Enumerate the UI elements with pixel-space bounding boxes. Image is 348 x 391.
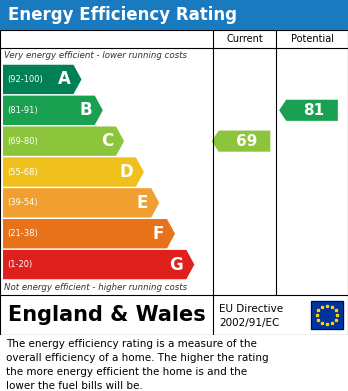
Text: (39-54): (39-54) — [7, 198, 38, 207]
Text: A: A — [58, 70, 71, 88]
Text: D: D — [119, 163, 133, 181]
Text: (81-91): (81-91) — [7, 106, 38, 115]
Polygon shape — [3, 157, 144, 187]
Polygon shape — [3, 219, 175, 248]
Text: E: E — [137, 194, 148, 212]
Text: The energy efficiency rating is a measure of the
overall efficiency of a home. T: The energy efficiency rating is a measur… — [6, 339, 269, 391]
Text: (55-68): (55-68) — [7, 167, 38, 176]
Text: C: C — [101, 132, 113, 150]
Bar — [311, 301, 343, 329]
Polygon shape — [279, 100, 338, 121]
Text: (69-80): (69-80) — [7, 136, 38, 145]
Text: 81: 81 — [303, 103, 325, 118]
Text: Energy Efficiency Rating: Energy Efficiency Rating — [8, 6, 237, 24]
Text: England & Wales: England & Wales — [8, 305, 206, 325]
Polygon shape — [212, 131, 270, 152]
Text: Current: Current — [226, 34, 263, 44]
Text: F: F — [153, 225, 164, 243]
Text: Not energy efficient - higher running costs: Not energy efficient - higher running co… — [4, 283, 187, 292]
Bar — [311, 301, 343, 329]
Polygon shape — [3, 65, 81, 94]
Text: Very energy efficient - lower running costs: Very energy efficient - lower running co… — [4, 52, 187, 61]
Text: 2002/91/EC: 2002/91/EC — [219, 318, 279, 328]
Polygon shape — [3, 96, 103, 125]
Polygon shape — [3, 126, 124, 156]
Text: (21-38): (21-38) — [7, 229, 38, 238]
Text: (1-20): (1-20) — [7, 260, 32, 269]
Polygon shape — [3, 250, 195, 279]
Text: EU Directive: EU Directive — [219, 304, 283, 314]
Text: (92-100): (92-100) — [7, 75, 43, 84]
Text: Potential: Potential — [291, 34, 333, 44]
Text: 69: 69 — [236, 134, 257, 149]
Polygon shape — [3, 188, 159, 217]
Text: B: B — [79, 101, 92, 119]
Text: G: G — [169, 256, 183, 274]
